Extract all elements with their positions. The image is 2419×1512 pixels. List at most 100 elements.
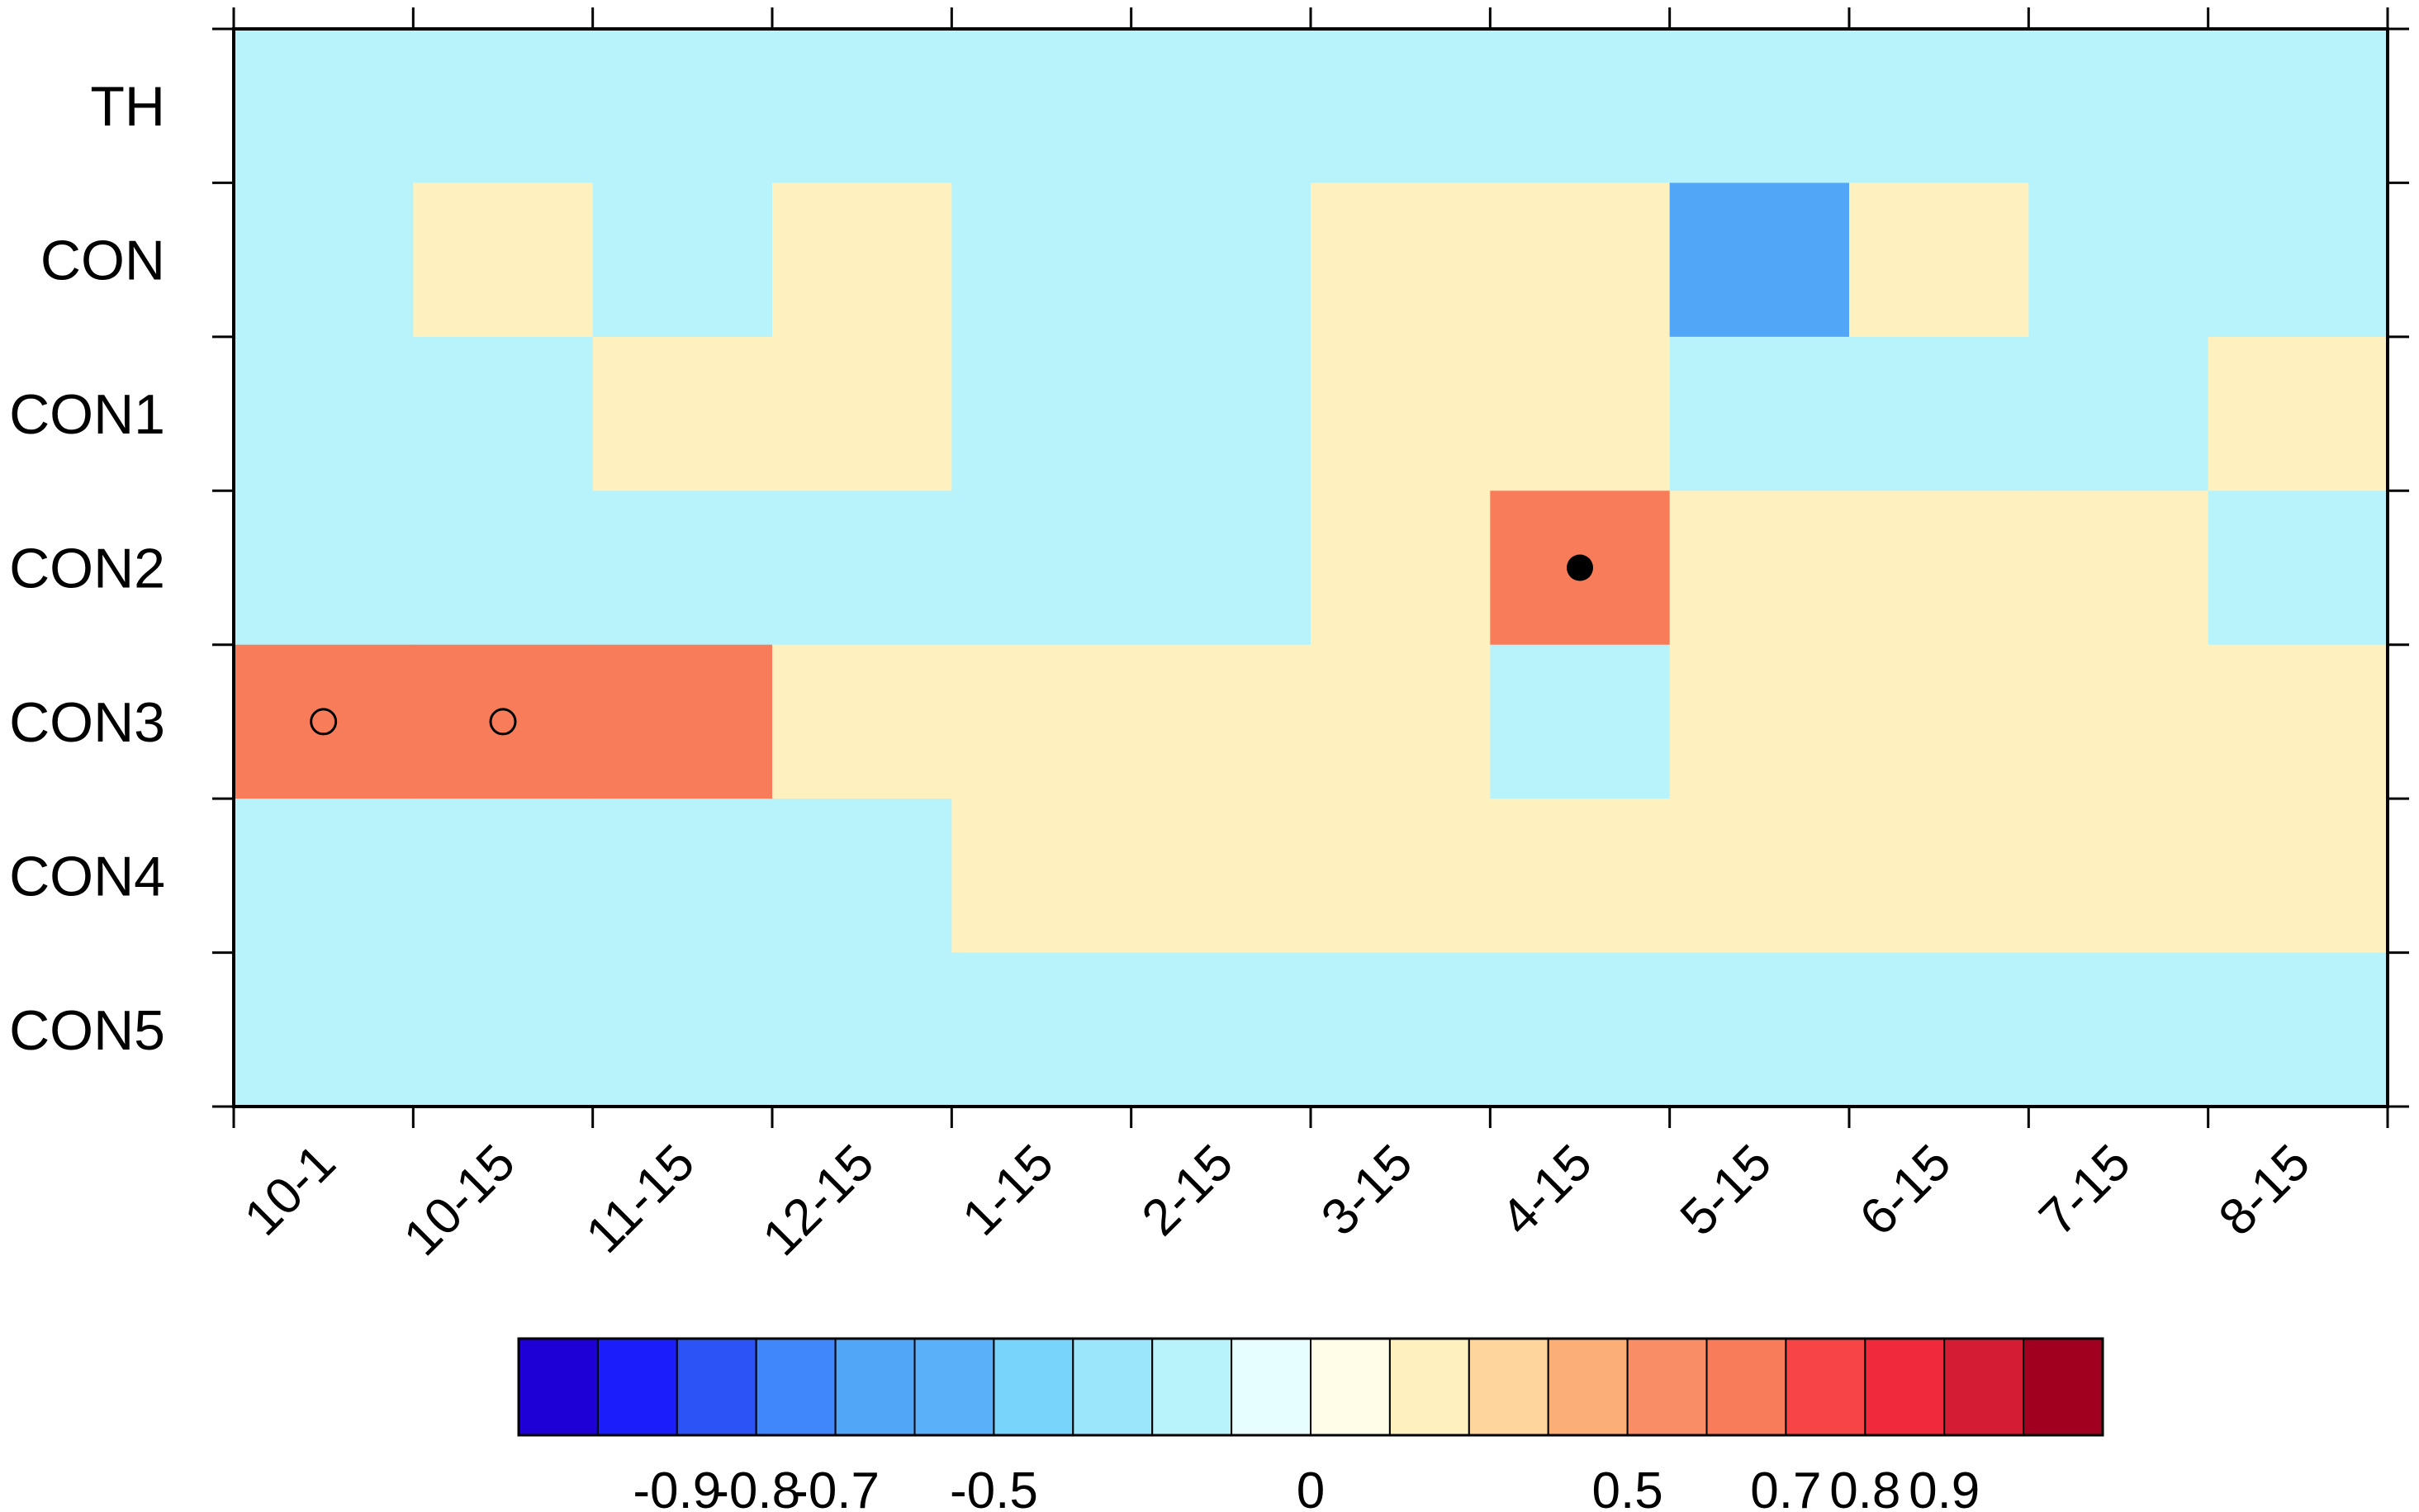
- colorbar-tick-label: 0.8: [1829, 1462, 1900, 1512]
- colorbar-swatch: [2023, 1338, 2104, 1436]
- heatmap-cell: [1669, 29, 1850, 184]
- heatmap-cell: [951, 644, 1132, 799]
- heatmap-cell: [413, 644, 594, 799]
- heatmap-cell: [1490, 799, 1671, 954]
- x-tick-label: 7-15: [2028, 1134, 2142, 1247]
- heatmap-cell: [1490, 952, 1671, 1107]
- heatmap-cell: [413, 952, 594, 1107]
- x-axis-labels: 10-1 10-15 11-15 12-15 1-15 2-15 3-15 4-15 5-15 6…: [234, 1134, 2321, 1267]
- colorbar-swatch: [1388, 1338, 1470, 1436]
- heatmap-cell: [772, 644, 952, 799]
- heatmap-cell: [1490, 29, 1671, 184]
- heatmap-cell: [772, 491, 952, 646]
- y-tick-label: CON1: [9, 383, 165, 446]
- x-tick-label: 10-15: [393, 1134, 526, 1267]
- heatmap-cell: [1669, 799, 1850, 954]
- colorbar-frame: [517, 1337, 2104, 1437]
- colorbar-swatch: [913, 1338, 995, 1436]
- heatmap-cell: [1849, 491, 2029, 646]
- heatmap-cell: [1311, 182, 1491, 338]
- colorbar-swatch: [1705, 1338, 1787, 1436]
- x-tick-label: 8-15: [2208, 1134, 2322, 1247]
- heatmap-cell: [2028, 336, 2209, 491]
- colorbar-swatch: [1547, 1338, 1629, 1436]
- open-circle-marker: [489, 708, 517, 736]
- y-tick-label: CON4: [9, 845, 165, 908]
- heatmap-cell: [2208, 29, 2388, 184]
- heatmap-cell: [234, 491, 414, 646]
- heatmap-cell: [2208, 799, 2388, 954]
- heatmap-cell: [1311, 644, 1491, 799]
- heatmap-cell: [2028, 29, 2209, 184]
- heatmap-cell: [234, 952, 414, 1107]
- heatmap-cell: [951, 799, 1132, 954]
- heatmap-cell: [1849, 799, 2029, 954]
- heatmap-cell: [1131, 491, 1311, 646]
- heatmap-cell: [2208, 491, 2388, 646]
- colorbar-tick-label: -0.8: [712, 1462, 800, 1512]
- heatmap-cell: [1849, 29, 2029, 184]
- heatmap-cell: [1131, 799, 1311, 954]
- y-axis-labels: TH CON CON1 CON2 CON3 CON4 CON5: [9, 75, 165, 1062]
- heatmap-cell: [592, 29, 773, 184]
- heatmap-cell: [1849, 644, 2029, 799]
- colorbar-labels: -0.9-0.8-0.7 -0.5 0 0.5 0.7 0.8 0.9: [633, 1462, 1980, 1512]
- heatmap-cell: [1311, 491, 1491, 646]
- colorbar-swatch: [993, 1338, 1074, 1436]
- heatmap-cell: [772, 182, 952, 338]
- colorbar-swatch: [1943, 1338, 2025, 1436]
- x-tick-label: 11-15: [576, 1134, 706, 1264]
- heatmap-cell: [592, 952, 773, 1107]
- heatmap-cell: [592, 336, 773, 491]
- heatmap-cell: [1311, 952, 1491, 1107]
- colorbar-swatch: [1785, 1338, 1866, 1436]
- heatmap-cell: [1131, 336, 1311, 491]
- heatmap-cell: [1131, 182, 1311, 338]
- axis-ticks: [212, 7, 2409, 1128]
- heatmap-cell: [2028, 952, 2209, 1107]
- y-tick-label: CON2: [9, 538, 165, 600]
- heatmap-cell: [1849, 952, 2029, 1107]
- heatmap-cell: [772, 952, 952, 1107]
- filled-circle-marker: [1567, 554, 1593, 581]
- heatmap-cell: [1669, 336, 1850, 491]
- heatmap-cell: [234, 336, 414, 491]
- heatmap-cells: [234, 29, 2388, 1107]
- plot-frame: [232, 27, 2389, 1108]
- heatmap-cell: [413, 182, 594, 338]
- heatmap-cell: [1131, 29, 1311, 184]
- heatmap-cell: [772, 799, 952, 954]
- heatmap-cell: [2028, 491, 2209, 646]
- heatmap-cell: [1490, 182, 1671, 338]
- colorbar-tick-label: 0.5: [1591, 1462, 1662, 1512]
- colorbar-swatch: [596, 1338, 678, 1436]
- heatmap-cell: [1490, 644, 1671, 799]
- heatmap-cell: [772, 29, 952, 184]
- heatmap-cell: [592, 644, 773, 799]
- heatmap-cell: [234, 799, 414, 954]
- heatmap-cell: [592, 491, 773, 646]
- heatmap-cell: [2208, 952, 2388, 1107]
- colorbar-swatch: [1231, 1338, 1311, 1436]
- colorbar: [517, 1337, 2104, 1437]
- colorbar-swatch: [1864, 1338, 1946, 1436]
- heatmap-cell: [2208, 644, 2388, 799]
- heatmap-cell: [2028, 182, 2209, 338]
- heatmap-cell: [772, 336, 952, 491]
- heatmap-cell: [1311, 336, 1491, 491]
- x-tick-label: 1-15: [951, 1134, 1065, 1247]
- heatmap-cell: [1131, 952, 1311, 1107]
- heatmap-cell: [1669, 644, 1850, 799]
- heatmap-cell: [413, 491, 594, 646]
- x-tick-label: 2-15: [1131, 1134, 1245, 1247]
- heatmap-cell: [1311, 29, 1491, 184]
- heatmap-cell: [951, 29, 1132, 184]
- heatmap-cell: [1490, 336, 1671, 491]
- heatmap-cell: [592, 799, 773, 954]
- colorbar-swatch: [755, 1338, 837, 1436]
- heatmap-cell: [1311, 799, 1491, 954]
- heatmap-cell: [413, 29, 594, 184]
- heatmap-cell: [2208, 336, 2388, 491]
- heatmap-cell: [951, 952, 1132, 1107]
